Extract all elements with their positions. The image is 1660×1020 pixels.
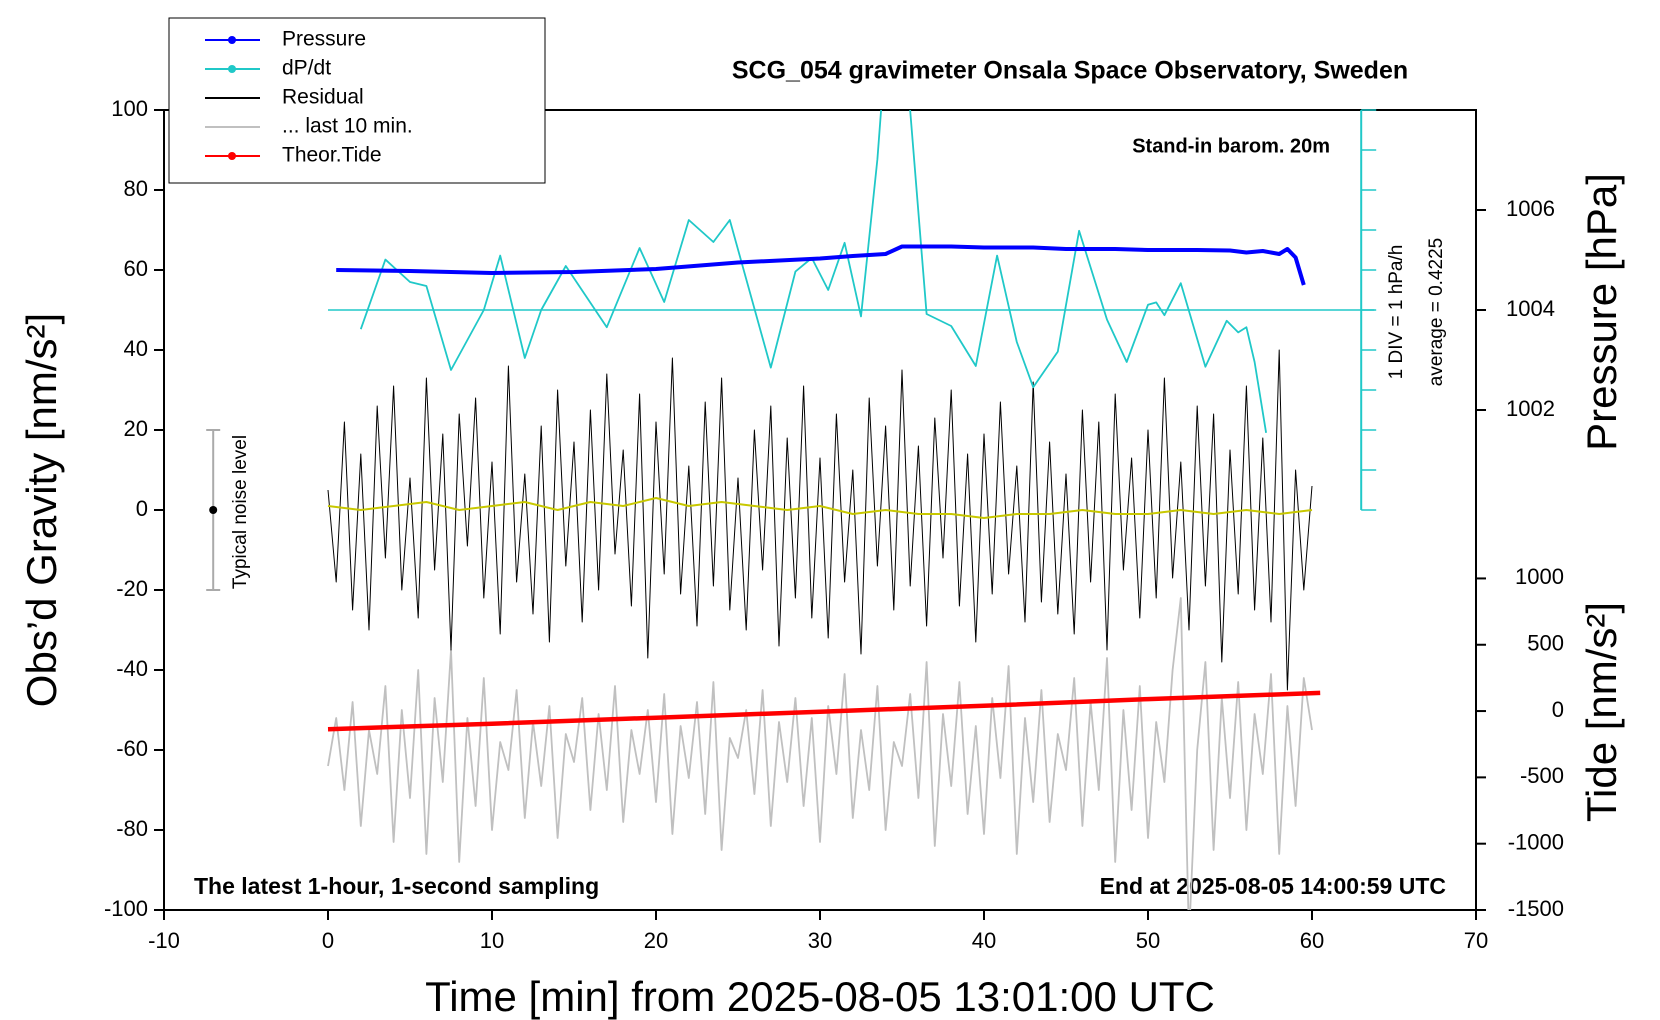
y-tick-label: 40 <box>124 336 148 361</box>
annotation: 1 DIV = 1 hPa/h <box>1386 245 1407 380</box>
legend-marker <box>228 65 236 73</box>
annotation: average = 0.4225 <box>1426 238 1447 386</box>
y-tick-label: 80 <box>124 176 148 201</box>
y-tick-label: -20 <box>116 576 148 601</box>
x-tick-label: -10 <box>148 928 180 953</box>
legend-marker <box>228 152 236 160</box>
series-line <box>327 597 1313 910</box>
series-line <box>327 690 1321 732</box>
series-line <box>336 244 1306 286</box>
x-tick-label: 40 <box>972 928 996 953</box>
annotation: Typical noise level <box>230 435 251 589</box>
legend-label: Residual <box>282 86 364 109</box>
y3-tick-label: -1500 <box>1508 896 1564 921</box>
x-axis-label: Time [min] from 2025-08-05 13:01:00 UTC <box>425 973 1215 1020</box>
y3-tick-label: 0 <box>1552 697 1564 722</box>
legend-label: Pressure <box>282 28 366 51</box>
legend-marker <box>228 36 236 44</box>
x-tick-label: 60 <box>1300 928 1324 953</box>
y-tick-label: -60 <box>116 736 148 761</box>
y-tick-label: 0 <box>136 496 148 521</box>
y3-tick-label: -1000 <box>1508 829 1564 854</box>
annotation: The latest 1-hour, 1-second sampling <box>194 873 599 899</box>
x-tick-label: 50 <box>1136 928 1160 953</box>
annotation: End at 2025-08-05 14:00:59 UTC <box>1100 873 1446 899</box>
y-tick-label: -40 <box>116 656 148 681</box>
x-tick-label: 10 <box>480 928 504 953</box>
y-tick-label: 60 <box>124 256 148 281</box>
y2-tick-label: 1004 <box>1506 296 1555 321</box>
x-tick-label: 0 <box>322 928 334 953</box>
y-tick-label: 20 <box>124 416 148 441</box>
series-layer <box>327 110 1321 910</box>
x-tick-label: 20 <box>644 928 668 953</box>
annotation: Stand-in barom. 20m <box>1132 135 1330 157</box>
y3-tick-label: -500 <box>1520 763 1564 788</box>
x-tick-label: 30 <box>808 928 832 953</box>
y3-tick-label: 1000 <box>1515 564 1564 589</box>
legend-label: ... last 10 min. <box>282 115 413 138</box>
y-axis-label: Obs’d Gravity [nm/s²] <box>18 313 65 707</box>
y3-tick-label: 500 <box>1527 631 1564 656</box>
y2-axis-label: Pressure [hPa] <box>1578 173 1625 451</box>
legend-label: dP/dt <box>282 57 331 80</box>
series-line <box>327 349 1313 691</box>
x-tick-label: 70 <box>1464 928 1488 953</box>
y-tick-label: -80 <box>116 816 148 841</box>
y2-tick-label: 1002 <box>1506 396 1555 421</box>
y3-axis-label: Tide [nm/s²] <box>1578 602 1625 822</box>
y-tick-label: -100 <box>104 896 148 921</box>
y-tick-label: 100 <box>111 96 148 121</box>
legend-label: Theor.Tide <box>282 144 382 167</box>
smooth-line <box>327 497 1313 519</box>
chart-title: SCG_054 gravimeter Onsala Space Observat… <box>732 57 1408 85</box>
series-line <box>359 110 1267 433</box>
noise-center <box>209 506 218 514</box>
y2-tick-label: 1006 <box>1506 196 1555 221</box>
